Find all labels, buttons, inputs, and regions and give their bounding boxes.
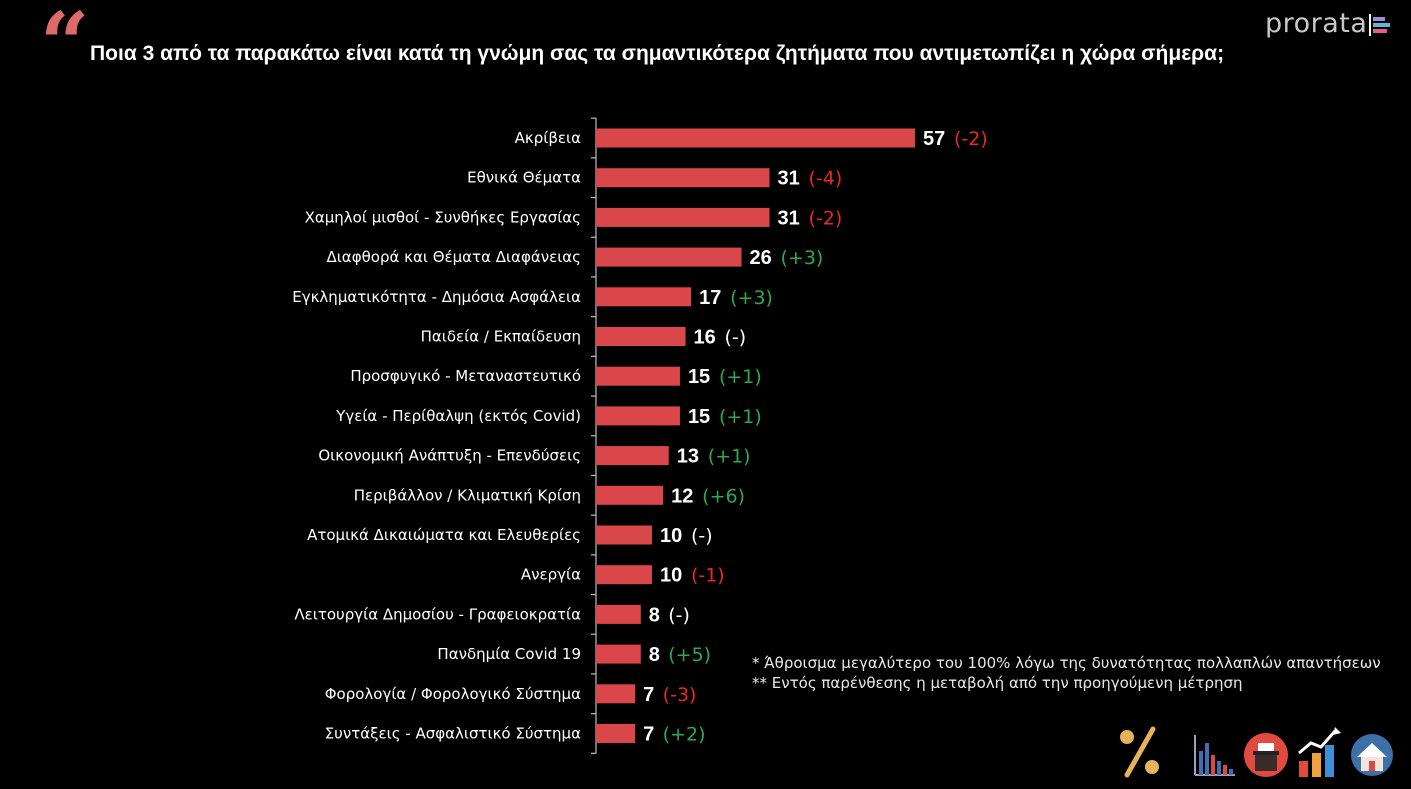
category-label: Διαφθορά και Θέματα Διαφάνειας xyxy=(326,248,581,266)
change-label: (-2) xyxy=(954,128,988,150)
bar xyxy=(596,207,770,227)
bar xyxy=(596,604,641,624)
value-label: 12 xyxy=(671,485,693,507)
change-label: (+1) xyxy=(708,446,751,468)
change-label: (+5) xyxy=(668,644,711,666)
category-label: Ατομικά Δικαιώματα και Ελευθερίες xyxy=(307,526,581,544)
value-label: 8 xyxy=(649,604,660,626)
change-label: (+1) xyxy=(719,366,762,388)
bar xyxy=(596,684,636,704)
value-label: 15 xyxy=(688,366,710,388)
brand-logo: prorata xyxy=(1265,8,1368,39)
category-label: Εγκληματικότητα - Δημόσια Ασφάλεια xyxy=(292,288,581,306)
change-label: (+3) xyxy=(730,287,773,309)
growth-chart-icon xyxy=(1298,727,1341,777)
category-label: Χαμηλοί μισθοί - Συνθήκες Εργασίας xyxy=(305,208,581,226)
bar xyxy=(596,168,770,188)
change-label: (-1) xyxy=(691,565,725,587)
category-label: Υγεία - Περίθαλψη (εκτός Covid) xyxy=(335,407,581,425)
change-label: (-4) xyxy=(808,168,842,190)
value-label: 8 xyxy=(649,644,660,666)
change-label: (-) xyxy=(691,525,713,547)
change-label: (-) xyxy=(668,604,690,626)
footnote-multiple-answers: * Άθροισμα μεγαλύτερο του 100% λόγω της … xyxy=(752,654,1381,672)
change-label: (-2) xyxy=(808,207,842,229)
category-label: Πανδημία Covid 19 xyxy=(437,645,581,663)
value-label: 57 xyxy=(923,128,945,150)
brand-mark-icon xyxy=(1369,14,1390,36)
category-label: Ανεργία xyxy=(521,566,581,584)
value-label: 10 xyxy=(660,565,682,587)
ballot-box-icon xyxy=(1244,733,1288,777)
change-label: (-) xyxy=(725,327,747,349)
page-title: Ποια 3 από τα παρακάτω είναι κατά τη γνώ… xyxy=(90,42,1225,65)
value-label: 13 xyxy=(677,446,699,468)
bar xyxy=(596,366,680,386)
value-label: 31 xyxy=(777,168,799,190)
bar xyxy=(596,565,652,585)
value-label: 7 xyxy=(643,724,654,746)
bar xyxy=(596,128,915,148)
category-label: Προσφυγικό - Μεταναστευτικό xyxy=(350,367,581,385)
bar xyxy=(596,446,669,466)
percent-icon xyxy=(1120,726,1159,778)
category-label: Παιδεία / Εκπαίδευση xyxy=(421,328,581,346)
bar-chart-icon xyxy=(1194,735,1235,776)
change-label: (-3) xyxy=(663,684,697,706)
house-icon xyxy=(1351,734,1393,776)
category-label: Περιβάλλον / Κλιματική Κρίση xyxy=(354,486,581,504)
category-label: Εθνικά Θέματα xyxy=(467,169,581,187)
bar xyxy=(596,327,686,346)
value-label: 15 xyxy=(688,406,710,428)
change-label: (+2) xyxy=(663,724,706,746)
bar xyxy=(596,287,692,307)
category-label: Φορολογία / Φορολογικό Σύστημα xyxy=(325,685,581,703)
footnote-change-note: ** Εντός παρένθεσης η μεταβολή από την π… xyxy=(752,674,1243,692)
value-label: 31 xyxy=(777,207,799,229)
value-label: 26 xyxy=(750,247,772,269)
bar xyxy=(596,247,742,267)
value-label: 7 xyxy=(643,684,654,706)
value-label: 10 xyxy=(660,525,682,547)
category-label: Συντάξεις - Ασφαλιστικό Σύστημα xyxy=(325,725,581,743)
icon-bar xyxy=(1115,725,1395,781)
value-label: 16 xyxy=(694,327,716,349)
bar xyxy=(596,485,664,505)
category-label: Ακρίβεια xyxy=(515,129,581,147)
change-label: (+3) xyxy=(781,247,824,269)
category-label: Οικονομική Ανάπτυξη - Επενδύσεις xyxy=(318,447,581,465)
bar xyxy=(596,724,636,743)
change-label: (+1) xyxy=(719,406,762,428)
footnotes: * Άθροισμα μεγαλύτερο του 100% λόγω της … xyxy=(752,653,1381,693)
category-label: Λειτουργία Δημοσίου - Γραφειοκρατία xyxy=(294,605,581,623)
bar xyxy=(596,406,680,426)
bar xyxy=(596,644,641,664)
bar xyxy=(596,525,652,545)
quote-icon: “ xyxy=(40,0,90,95)
change-label: (+6) xyxy=(702,485,745,507)
value-label: 17 xyxy=(699,287,721,309)
